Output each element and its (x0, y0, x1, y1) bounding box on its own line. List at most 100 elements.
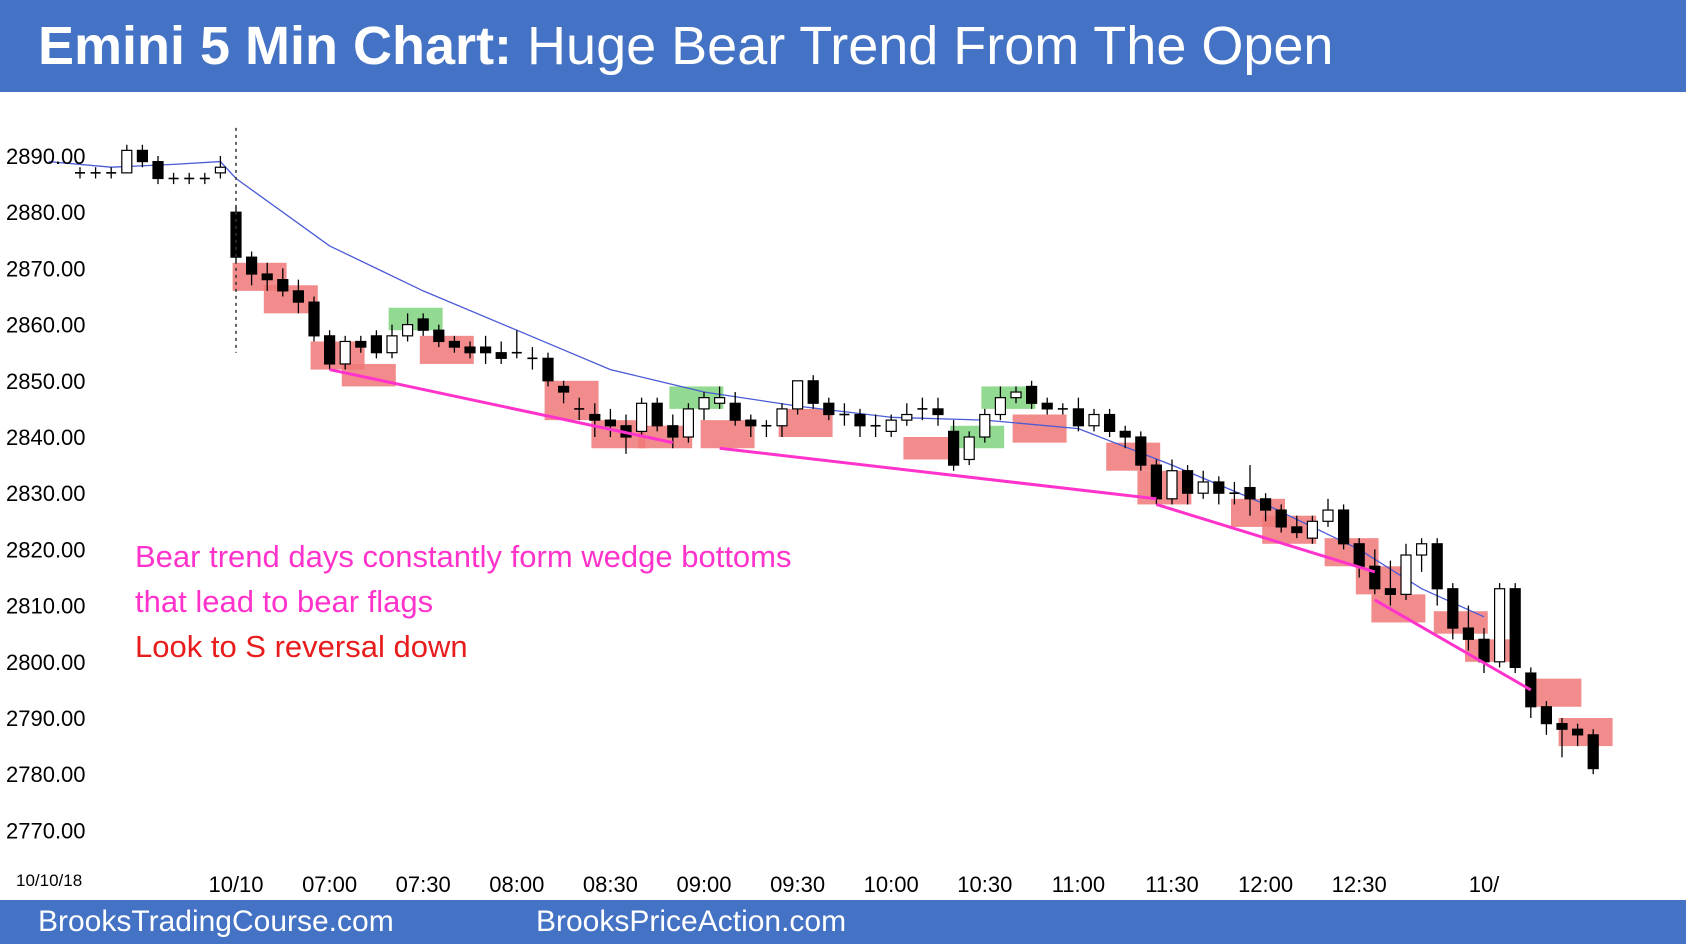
bear-bar (947, 430, 960, 466)
bear-signal-box (544, 380, 599, 421)
x-tick-label: 10:00 (864, 872, 919, 897)
bull-bar (885, 419, 897, 432)
footer-banner: BrooksTradingCourse.com BrooksPriceActio… (0, 900, 1686, 944)
bear-signal-box (1012, 414, 1067, 443)
y-tick-label: 2770.00 (6, 818, 86, 843)
bear-bar (1509, 588, 1521, 669)
bear-bar (1369, 565, 1381, 590)
annotation-line-2: that lead to bear flags (135, 584, 434, 619)
y-tick-label: 2840.00 (6, 425, 86, 450)
bear-bar (1213, 481, 1225, 494)
bear-bar (324, 335, 336, 365)
y-tick-label: 2800.00 (6, 650, 86, 675)
bull-bar (698, 397, 710, 410)
bear-bar (1462, 627, 1475, 640)
bear-bar (1431, 543, 1443, 590)
bull-signal-box (388, 307, 443, 331)
bear-bar (1337, 509, 1350, 545)
bear-bar (1587, 734, 1599, 770)
bear-bar (1571, 728, 1584, 736)
x-tick-label: 09:30 (770, 872, 825, 897)
y-tick-label: 2780.00 (6, 762, 86, 787)
y-tick-label: 2830.00 (6, 481, 86, 506)
bear-bar (1244, 486, 1256, 500)
wedge-trendline (1374, 598, 1532, 692)
x-tick-label: 08:30 (583, 872, 638, 897)
bull-bar (402, 324, 414, 337)
bull-bar (121, 149, 133, 174)
x-tick-label: 10:30 (957, 872, 1012, 897)
footer-right-site: BrooksPriceAction.com (536, 905, 847, 938)
bull-bar (1493, 588, 1506, 663)
bear-bar (1150, 464, 1163, 500)
wedge-trendline (1155, 503, 1376, 574)
price-bars (75, 144, 1599, 775)
bear-signal-box (1558, 718, 1613, 747)
annotation-line-3: Look to S reversal down (135, 629, 468, 664)
bear-bar (557, 385, 570, 393)
y-tick-label: 2860.00 (6, 313, 86, 338)
y-tick-label: 2880.00 (6, 200, 86, 225)
bear-bar (729, 402, 741, 421)
y-tick-label: 2790.00 (6, 706, 86, 731)
bull-bar (1088, 413, 1100, 427)
bear-bar (1181, 470, 1194, 494)
y-tick-label: 2890.00 (6, 144, 86, 169)
bear-bar (1275, 509, 1287, 528)
bear-bar (152, 161, 164, 180)
bear-bar (1041, 402, 1053, 410)
x-tick-label: 09:00 (676, 872, 731, 897)
bear-bar (1291, 526, 1303, 534)
bull-bar (1010, 391, 1022, 399)
bull-bar (979, 413, 991, 438)
candlestick-chart: 2890.00 2880.00 2870.00 2860.00 2850.00 2840.… (6, 127, 1613, 897)
title-rest: Huge Bear Trend From The Open (527, 16, 1334, 76)
bear-bar (854, 413, 866, 427)
bear-bar (261, 273, 273, 281)
bull-bar (339, 340, 351, 365)
y-axis-labels: 2890.00 2880.00 2870.00 2860.00 2850.00 2840.… (6, 144, 86, 843)
bear-bar (589, 413, 601, 421)
bear-bar (246, 256, 258, 275)
wedge-trendline (329, 368, 674, 445)
y-tick-label: 2870.00 (6, 256, 86, 281)
bull-bar (791, 380, 804, 410)
bear-bar (604, 419, 617, 427)
bull-signal-box (669, 386, 724, 409)
x-tick-label: 12:30 (1332, 872, 1387, 897)
bear-bar (277, 279, 289, 292)
bear-bar (1072, 408, 1085, 427)
bear-bar (932, 408, 944, 416)
x-tick-label: 10/ (1469, 872, 1500, 897)
x-tick-label: 11:30 (1145, 872, 1198, 897)
y-tick-label: 2810.00 (6, 594, 86, 619)
bull-bar (1400, 554, 1412, 595)
y-tick-label: 2850.00 (6, 369, 86, 394)
bear-bar (823, 402, 835, 416)
bear-signal-box (1371, 594, 1426, 623)
bear-bar (1119, 430, 1131, 438)
bear-bar (1103, 413, 1116, 432)
bear-bar (667, 425, 679, 438)
bull-bar (713, 397, 726, 404)
date-label: 10/10/18 (16, 871, 82, 890)
bear-bar (1556, 723, 1568, 730)
bear-signal-box (1324, 538, 1379, 567)
bear-bar (480, 346, 492, 354)
wedge-trendline (719, 446, 1157, 501)
bear-bar (1540, 706, 1553, 725)
bear-bar (542, 357, 554, 382)
bull-bar (901, 413, 913, 421)
bear-bar (433, 329, 445, 343)
bear-bar (370, 335, 382, 354)
wedge-trendlines (329, 368, 1532, 692)
bear-bar (308, 301, 320, 337)
title-bold: Emini 5 Min Chart: (38, 16, 513, 76)
bear-bar (1478, 638, 1490, 663)
bull-bar (214, 166, 226, 174)
x-tick-label: 07:30 (396, 872, 451, 897)
bear-bar (1025, 385, 1038, 404)
x-tick-label: 12:00 (1238, 872, 1293, 897)
bear-bar (745, 419, 757, 427)
bull-bar (1415, 543, 1428, 556)
